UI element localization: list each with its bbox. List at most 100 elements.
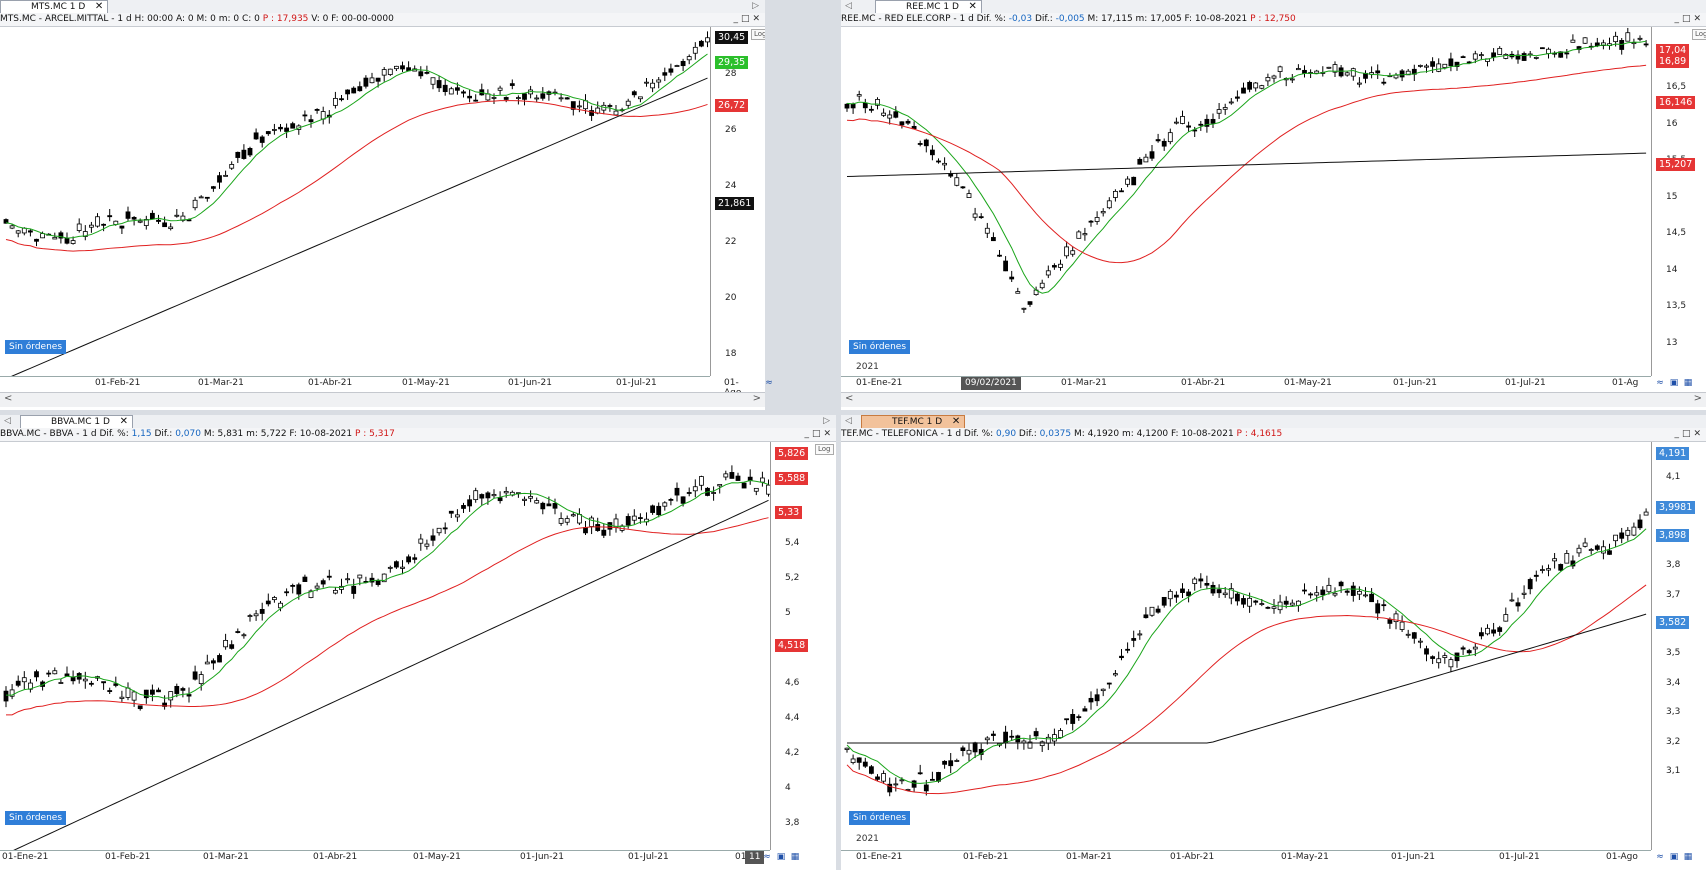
grid-icon[interactable]: ▦ [790, 852, 800, 862]
date-tick-label: 01-May-21 [1281, 852, 1329, 862]
scroll-right-icon[interactable]: > [752, 393, 761, 404]
save-icon[interactable]: ▣ [1669, 852, 1679, 862]
candle-body [1045, 270, 1051, 276]
candle-body [1112, 673, 1118, 676]
scroll-left-icon[interactable]: < [845, 393, 854, 404]
minimize-icon[interactable]: _ [1674, 14, 1682, 24]
chart-tools[interactable]: ≈ ▣ ▦ [1653, 376, 1695, 390]
candle-body [265, 600, 271, 605]
dif-label: Dif.: [151, 429, 176, 439]
scroll-left-icon[interactable]: ◁ [4, 416, 11, 426]
save-icon[interactable]: ▣ [776, 852, 786, 862]
chart-tools-icon[interactable]: ≈ [765, 378, 773, 388]
grid-icon[interactable]: ▦ [1683, 852, 1693, 862]
y-tick-label: 26 [725, 125, 737, 135]
close-icon[interactable]: ✕ [951, 416, 961, 427]
orders-badge[interactable]: Sin órdenes [5, 340, 67, 354]
candle-body [1485, 627, 1490, 635]
candle-body [638, 517, 643, 519]
tab-bbva[interactable]: BBVA.MC 1 D ✕ [20, 415, 133, 428]
log-scale-button[interactable]: Log [815, 444, 834, 455]
candle-body [735, 475, 741, 481]
log-scale-button[interactable]: Log [751, 29, 765, 40]
orders-badge[interactable]: Sin órdenes [849, 340, 911, 354]
close-icon[interactable]: ✕ [968, 1, 977, 12]
candlestick-chart[interactable] [0, 442, 770, 850]
candle-body [893, 783, 899, 786]
horizontal-scrollbar[interactable]: < > [0, 392, 765, 407]
candle-body [1064, 246, 1070, 257]
ma-slow-line [13, 499, 769, 850]
horizontal-splitter[interactable] [0, 410, 1706, 415]
y-tick-label: 4,1 [1666, 472, 1681, 482]
maximize-icon[interactable]: □ [740, 14, 753, 24]
candle-body [210, 660, 216, 664]
scroll-right-icon[interactable]: ▷ [752, 1, 759, 11]
tab-label: REE.MC 1 D [906, 2, 959, 12]
candle-body [1387, 618, 1393, 624]
price-info: P : 4,1615 [1236, 429, 1283, 439]
ma-mid-line [846, 64, 1647, 264]
candle-body [723, 473, 729, 478]
chart-tools[interactable]: ≈ ▣ ▦ [1653, 850, 1695, 864]
tab-ree[interactable]: REE.MC 1 D ✕ [875, 0, 982, 13]
candle-body [1619, 532, 1625, 539]
chart-panel-bbva: ◁ BBVA.MC 1 D ✕ ▷ BBVA.MC - BBVA - 1 d D… [0, 415, 836, 870]
tab-tef[interactable]: TEF.MC 1 D ✕ [861, 415, 966, 428]
candle-body [1155, 608, 1161, 613]
candle-body [1308, 593, 1314, 596]
close-icon[interactable]: ✕ [752, 14, 763, 24]
chart-tools-icon[interactable]: ≈ [763, 852, 771, 862]
maximize-icon[interactable]: □ [1681, 429, 1694, 439]
maximize-icon[interactable]: □ [1681, 14, 1694, 24]
close-icon[interactable]: ✕ [119, 416, 128, 427]
minimize-icon[interactable]: _ [1674, 429, 1682, 439]
scroll-left-icon[interactable]: ◁ [845, 1, 852, 11]
symbol-info: TEF.MC - TELEFONICA - 1 d Dif. %: [841, 429, 997, 439]
chart-tools[interactable]: ≈ ▣ ▦ [760, 850, 802, 864]
candlestick-chart[interactable] [0, 27, 710, 376]
candle-body [583, 527, 588, 534]
price-info: P : 17,935 [262, 14, 309, 24]
orders-badge[interactable]: Sin órdenes [5, 811, 67, 825]
window-controls[interactable]: _□✕ [804, 428, 834, 441]
candle-body [699, 476, 704, 486]
scroll-left-icon[interactable]: ◁ [845, 416, 852, 426]
candle-body [241, 149, 247, 159]
orders-badge[interactable]: Sin órdenes [849, 811, 911, 825]
close-icon[interactable]: ✕ [1693, 14, 1704, 24]
candle-body [1204, 118, 1210, 127]
candle-body [503, 491, 509, 494]
candle-body [923, 139, 929, 147]
save-icon[interactable]: ▣ [1669, 378, 1679, 388]
candle-body [461, 91, 466, 94]
minimize-icon[interactable]: _ [733, 14, 741, 24]
candle-body [1228, 588, 1234, 599]
close-icon[interactable]: ✕ [94, 1, 104, 12]
chart-tools-icon[interactable]: ≈ [1656, 378, 1664, 388]
maximize-icon[interactable]: □ [811, 429, 824, 439]
window-controls[interactable]: _□✕ [1674, 13, 1704, 26]
date-tick-label: 01-Jul-21 [1499, 852, 1540, 862]
log-scale-button[interactable]: Log [1692, 29, 1706, 40]
close-icon[interactable]: ✕ [1693, 429, 1704, 439]
scroll-right-icon[interactable]: ▷ [823, 416, 830, 426]
scroll-left-icon[interactable]: < [4, 393, 13, 404]
minimize-icon[interactable]: _ [804, 429, 812, 439]
window-controls[interactable]: _□✕ [1674, 428, 1704, 441]
tab-mts[interactable]: MTS.MC 1 D ✕ [0, 0, 109, 13]
candle-body [1076, 716, 1082, 719]
chart-tools-mts[interactable]: ≈ [762, 376, 776, 390]
tab-label: MTS.MC 1 D [31, 2, 86, 12]
candlestick-chart[interactable] [841, 442, 1651, 850]
chart-tools-icon[interactable]: ≈ [1656, 852, 1664, 862]
candle-body [1302, 589, 1307, 592]
candle-body [1607, 550, 1612, 555]
scroll-right-icon[interactable]: > [1693, 393, 1702, 404]
grid-icon[interactable]: ▦ [1683, 378, 1693, 388]
close-icon[interactable]: ✕ [823, 429, 834, 439]
window-controls[interactable]: _□✕ [733, 13, 763, 26]
vertical-splitter[interactable] [836, 0, 841, 870]
horizontal-scrollbar[interactable]: < > [841, 392, 1706, 407]
candlestick-chart[interactable] [841, 27, 1651, 376]
